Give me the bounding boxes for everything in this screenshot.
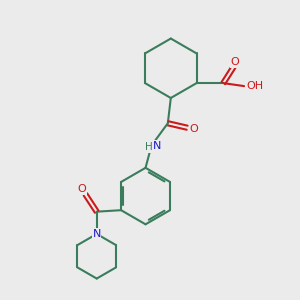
Text: O: O <box>231 57 240 67</box>
Text: N: N <box>153 140 161 151</box>
Text: O: O <box>189 124 198 134</box>
Text: H: H <box>145 142 152 152</box>
Text: OH: OH <box>246 81 263 91</box>
Text: N: N <box>92 229 101 239</box>
Text: O: O <box>77 184 86 194</box>
